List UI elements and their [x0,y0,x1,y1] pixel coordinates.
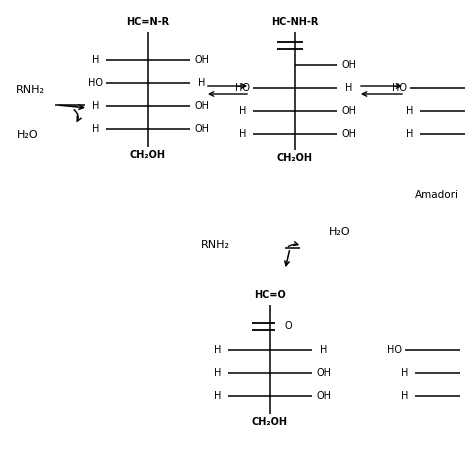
Text: OH: OH [194,124,210,134]
Text: H: H [239,129,246,139]
Text: H: H [346,83,353,93]
Text: H: H [406,106,414,116]
Text: H: H [214,345,222,355]
Text: CH₂OH: CH₂OH [130,150,166,160]
Text: HC-NH-R: HC-NH-R [271,17,319,27]
Text: H: H [401,368,409,378]
Text: CH₂OH: CH₂OH [277,153,313,163]
Text: H: H [239,106,246,116]
Text: H: H [92,101,100,111]
Text: H: H [92,124,100,134]
Text: OH: OH [341,60,356,70]
Text: H: H [406,129,414,139]
Text: H: H [92,55,100,65]
Text: H: H [401,391,409,401]
Text: H₂O: H₂O [17,130,39,140]
Text: OH: OH [194,55,210,65]
Text: HO: HO [388,345,402,355]
Text: HC=O: HC=O [254,290,286,300]
Text: HO: HO [236,83,250,93]
Text: OH: OH [317,391,331,401]
Text: O: O [284,321,292,331]
Text: OH: OH [341,129,356,139]
Text: H: H [214,391,222,401]
Text: CH₂OH: CH₂OH [252,417,288,427]
Text: RNH₂: RNH₂ [201,240,229,250]
Text: OH: OH [194,101,210,111]
Text: RNH₂: RNH₂ [16,85,45,95]
Text: Amadori: Amadori [415,190,459,200]
Text: HO: HO [89,78,103,88]
Text: HO: HO [392,83,408,93]
Text: H: H [198,78,206,88]
Text: OH: OH [317,368,331,378]
Text: H₂O: H₂O [329,227,351,237]
Text: H: H [214,368,222,378]
Text: OH: OH [341,106,356,116]
Text: H: H [320,345,328,355]
Text: HC=N-R: HC=N-R [127,17,170,27]
